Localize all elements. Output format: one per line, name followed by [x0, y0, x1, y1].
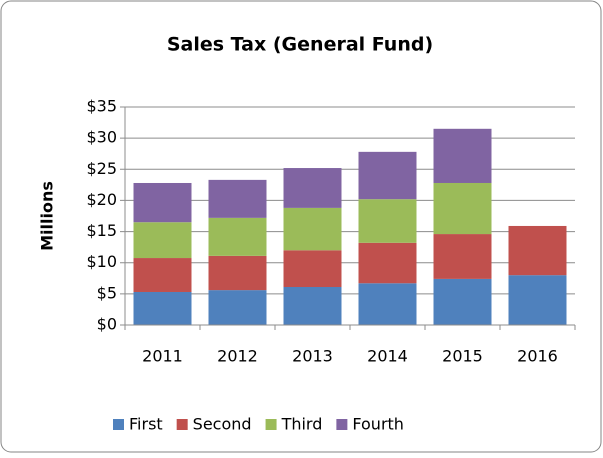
y-tick-label: $20 [86, 190, 117, 209]
legend-swatch [265, 419, 277, 430]
bar-segment [433, 128, 492, 183]
x-tick-label: 2011 [142, 347, 183, 366]
y-tick-label: $25 [86, 159, 117, 178]
bar-segment [283, 168, 342, 208]
bar-segment [433, 278, 492, 325]
bar-segment [358, 151, 417, 200]
bar-segment [283, 287, 342, 325]
bar-segment [133, 258, 192, 292]
bar-segment [133, 182, 192, 223]
bar-segment [208, 217, 267, 256]
y-tick-label: $10 [86, 252, 117, 271]
bar-segment [433, 234, 492, 279]
y-tick-label: $0 [97, 315, 117, 334]
legend-label: Third [281, 415, 323, 434]
y-tick-label: $5 [97, 283, 117, 302]
bar-segment [208, 290, 267, 325]
legend-label: First [129, 415, 163, 434]
bar-segment [133, 222, 192, 259]
bar-segment [283, 207, 342, 251]
bar-segment [133, 291, 192, 325]
y-axis-label: Millions [38, 181, 57, 251]
x-tick-label: 2013 [292, 347, 333, 366]
bar-segment [358, 199, 417, 243]
legend-swatch [336, 419, 348, 430]
bar-segment [508, 275, 567, 325]
legend-label: Fourth [352, 415, 404, 434]
x-tick-label: 2012 [217, 347, 258, 366]
y-tick-label: $30 [86, 128, 117, 147]
bar-segment [208, 255, 267, 291]
bar-segment [283, 250, 342, 288]
bar-segment [358, 283, 417, 325]
bar-segment [508, 225, 567, 276]
bar-segment [208, 179, 267, 218]
y-tick-label: $15 [86, 221, 117, 240]
y-tick-label: $35 [86, 97, 117, 116]
legend-swatch [176, 419, 188, 430]
bar-segment [433, 182, 492, 235]
x-tick-label: 2016 [517, 347, 558, 366]
chart-title: Sales Tax (General Fund) [167, 34, 433, 56]
bar-segment [358, 242, 417, 284]
x-tick-label: 2015 [442, 347, 483, 366]
legend-label: Second [193, 415, 252, 434]
x-tick-label: 2014 [367, 347, 408, 366]
legend-swatch [113, 419, 124, 430]
